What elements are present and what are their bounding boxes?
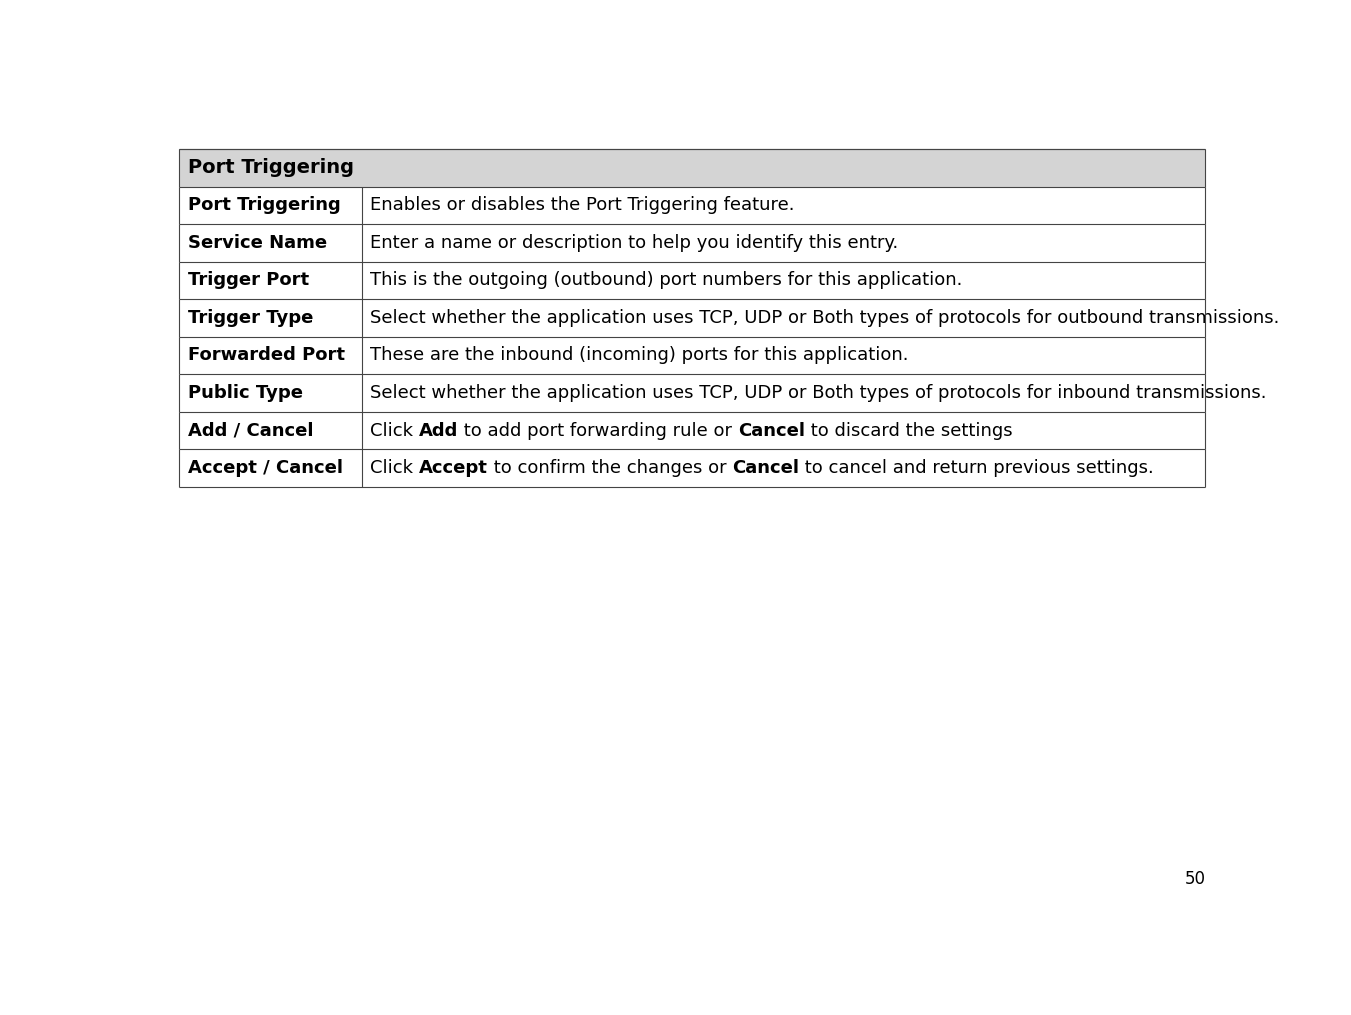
Text: These are the inbound (incoming) ports for this application.: These are the inbound (incoming) ports f… — [370, 346, 909, 364]
Text: Public Type: Public Type — [188, 384, 303, 402]
Text: Accept: Accept — [419, 459, 488, 477]
Text: Cancel: Cancel — [732, 459, 800, 477]
Text: Service Name: Service Name — [188, 233, 327, 252]
Text: Port Triggering: Port Triggering — [188, 197, 340, 214]
Text: Cancel: Cancel — [738, 421, 805, 439]
Text: Accept / Cancel: Accept / Cancel — [188, 459, 343, 477]
Bar — [180, 412, 1205, 450]
Bar — [180, 187, 1205, 224]
Text: to cancel and return previous settings.: to cancel and return previous settings. — [800, 459, 1154, 477]
Text: 50: 50 — [1185, 870, 1205, 888]
Text: Click: Click — [370, 421, 419, 439]
Text: Enter a name or description to help you identify this entry.: Enter a name or description to help you … — [370, 233, 898, 252]
Text: to add port forwarding rule or: to add port forwarding rule or — [458, 421, 738, 439]
Text: to discard the settings: to discard the settings — [805, 421, 1013, 439]
Text: Click: Click — [370, 459, 419, 477]
Text: Select whether the application uses TCP, UDP or Both types of protocols for inbo: Select whether the application uses TCP,… — [370, 384, 1267, 402]
Text: Forwarded Port: Forwarded Port — [188, 346, 345, 364]
Bar — [180, 299, 1205, 337]
Text: Add: Add — [419, 421, 458, 439]
Text: This is the outgoing (outbound) port numbers for this application.: This is the outgoing (outbound) port num… — [370, 271, 963, 289]
Text: to confirm the changes or: to confirm the changes or — [488, 459, 732, 477]
Bar — [180, 337, 1205, 375]
Text: Port Triggering: Port Triggering — [188, 158, 354, 178]
Text: Select whether the application uses TCP, UDP or Both types of protocols for outb: Select whether the application uses TCP,… — [370, 309, 1279, 327]
Bar — [180, 262, 1205, 299]
Text: Add / Cancel: Add / Cancel — [188, 421, 313, 439]
Text: Trigger Port: Trigger Port — [188, 271, 309, 289]
Bar — [180, 450, 1205, 487]
Bar — [180, 375, 1205, 412]
Bar — [180, 224, 1205, 262]
Text: Enables or disables the Port Triggering feature.: Enables or disables the Port Triggering … — [370, 197, 794, 214]
Bar — [180, 149, 1205, 187]
Text: Trigger Type: Trigger Type — [188, 309, 313, 327]
